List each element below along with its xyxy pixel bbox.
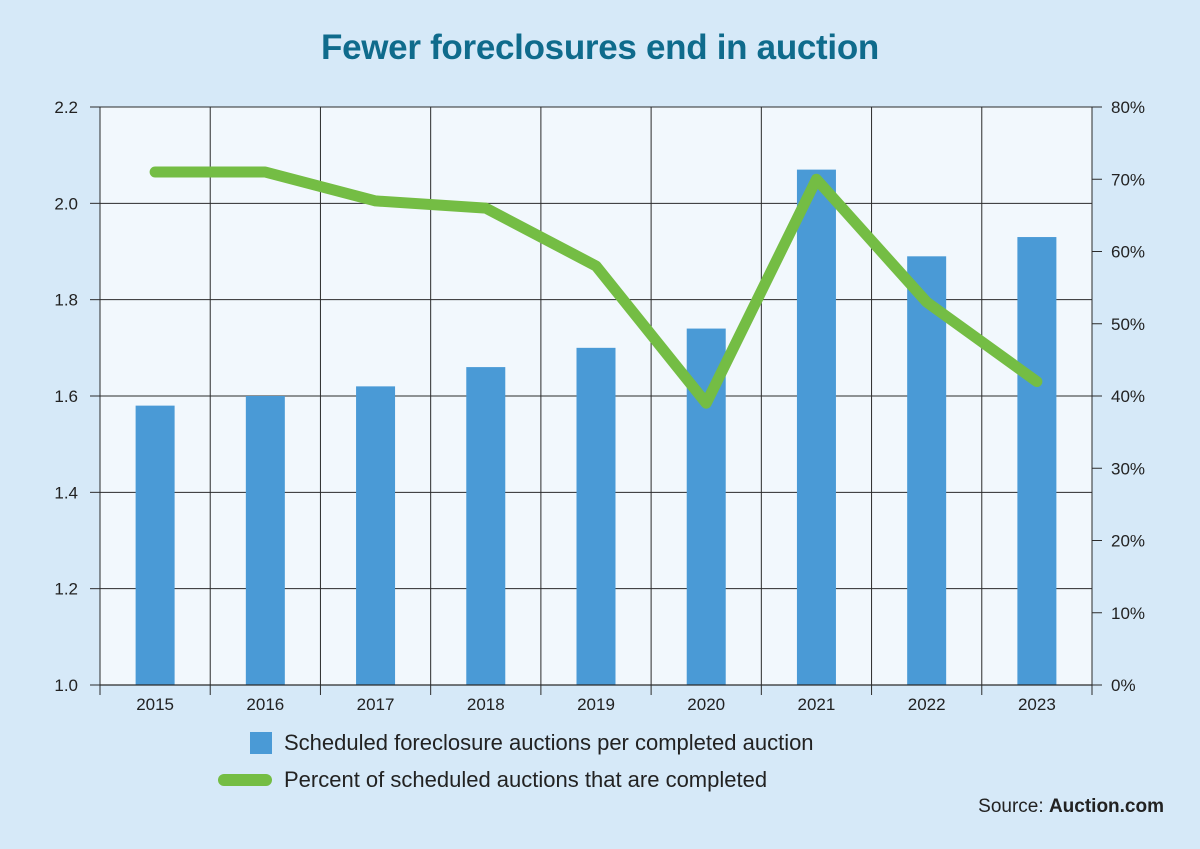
- right-tick-label: 80%: [1111, 98, 1145, 117]
- source-name: Auction.com: [1048, 796, 1164, 817]
- x-tick-label: 2021: [798, 695, 836, 714]
- right-tick-label: 0%: [1111, 676, 1136, 695]
- bar: [135, 405, 175, 685]
- bar: [466, 367, 506, 685]
- legend-item-line: Percent of scheduled auctions that are c…: [218, 765, 768, 795]
- legend-item-bars: Scheduled foreclosure auctions per compl…: [250, 728, 814, 758]
- right-tick-label: 30%: [1111, 459, 1145, 478]
- bar: [796, 169, 836, 685]
- source-prefix: Source:: [978, 796, 1049, 817]
- bar: [576, 347, 616, 685]
- left-tick-label: 1.2: [54, 580, 78, 599]
- line-series: [149, 166, 1043, 409]
- x-tick-label: 2023: [1018, 695, 1056, 714]
- left-tick-label: 1.8: [54, 291, 78, 310]
- right-tick-label: 40%: [1111, 387, 1145, 406]
- right-tick-label: 60%: [1111, 243, 1145, 262]
- x-tick-label: 2022: [908, 695, 946, 714]
- source-note: Source: Auction.com: [978, 796, 1164, 818]
- chart-title: Fewer foreclosures end in auction: [320, 28, 879, 67]
- left-tick-label: 1.6: [54, 387, 78, 406]
- left-tick-label: 2.0: [54, 194, 78, 213]
- axes: 1.0 1.2 1.4 1.6 1.8 2.0 2.2 0% 10% 20% 30% 40% 50% 60…: [54, 98, 1145, 714]
- left-tick-label: 2.2: [54, 98, 78, 117]
- bar: [907, 256, 947, 685]
- x-tick-label: 2019: [577, 695, 615, 714]
- left-tick-label: 1.4: [54, 483, 78, 502]
- x-tick-label: 2017: [357, 695, 395, 714]
- legend-swatch-bar: [250, 732, 272, 754]
- left-tick-label: 1.0: [54, 676, 78, 695]
- x-tick-label: 2018: [467, 695, 505, 714]
- right-tick-label: 20%: [1111, 532, 1145, 551]
- x-tick-label: 2016: [246, 695, 284, 714]
- x-tick-label: 2015: [136, 695, 174, 714]
- x-tick-label: 2020: [687, 695, 725, 714]
- bar: [356, 386, 396, 685]
- bar: [245, 396, 285, 685]
- right-tick-label: 70%: [1111, 170, 1145, 189]
- bar: [1017, 237, 1057, 686]
- bar-series: [135, 169, 1057, 686]
- legend-swatch-line: [218, 774, 272, 786]
- legend-label-line: Percent of scheduled auctions that are c…: [284, 767, 768, 792]
- right-tick-label: 10%: [1111, 604, 1145, 623]
- right-tick-label: 50%: [1111, 315, 1145, 334]
- legend-label-bar: Scheduled foreclosure auctions per compl…: [284, 730, 814, 755]
